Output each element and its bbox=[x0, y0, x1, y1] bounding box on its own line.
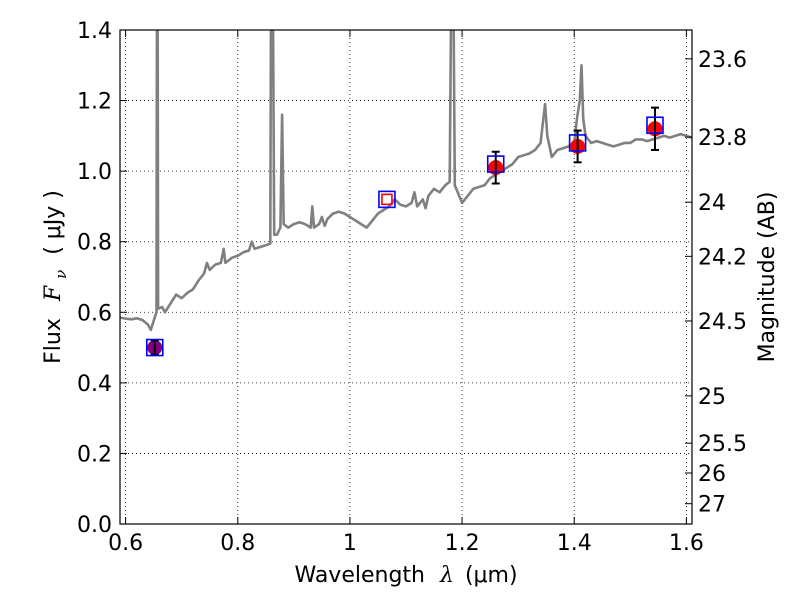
model-square bbox=[145, 338, 164, 357]
x-tick-label: 1.2 bbox=[445, 531, 480, 556]
y-tick-label: 0.4 bbox=[77, 372, 112, 397]
model-square bbox=[568, 134, 587, 152]
y-tick-label: 0.0 bbox=[77, 513, 112, 538]
y-tick-label: 0.8 bbox=[77, 231, 112, 256]
mag-tick-label: 26 bbox=[698, 462, 726, 487]
mag-tick-label: 25 bbox=[698, 385, 726, 410]
mag-tick-label: 23.6 bbox=[698, 48, 747, 73]
model-square bbox=[378, 190, 396, 209]
x-axis-label-prefix: Wavelength bbox=[294, 563, 425, 588]
y-axis-label-symbol: F bbox=[41, 285, 66, 302]
x-tick-label: 1.6 bbox=[669, 531, 704, 556]
y-tick-label: 0.2 bbox=[77, 442, 112, 467]
x-axis-label: Wavelength λ (μm) bbox=[294, 563, 517, 588]
y-tick-label: 1.4 bbox=[77, 19, 112, 44]
y-axis-label-subscript: ν bbox=[52, 270, 70, 279]
y-axis-label-prefix: Flux bbox=[41, 318, 66, 364]
x-axis-label-symbol: λ bbox=[439, 563, 454, 588]
spectrum-line bbox=[120, 30, 692, 332]
spectrum-layer bbox=[120, 30, 692, 332]
y-tick-label: 1.0 bbox=[77, 160, 112, 185]
x-tick-label: 0.6 bbox=[108, 531, 143, 556]
mag-tick-label: 24.2 bbox=[698, 245, 747, 270]
x-tick-label: 1 bbox=[343, 531, 357, 556]
model-square bbox=[486, 155, 505, 173]
y-tick-label: 0.6 bbox=[77, 301, 112, 326]
ticks-layer: 0.6 0.8 1 1.2 1.4 1.6 0.0 0.2 0.4 0.6 0.8 1.0 1.2 1.4… bbox=[77, 19, 747, 556]
model-square bbox=[646, 116, 664, 135]
inner-square bbox=[381, 193, 393, 206]
plot-frame bbox=[119, 29, 693, 525]
secondary-y-axis-label: Magnitude (AB) bbox=[755, 192, 780, 363]
mag-tick-label: 23.8 bbox=[698, 126, 747, 151]
mag-tick-label: 24 bbox=[698, 191, 726, 216]
y-axis-label: Flux F ν ( μJy ) bbox=[41, 190, 72, 364]
x-tick-label: 0.8 bbox=[220, 531, 255, 556]
points-layer bbox=[145, 106, 664, 357]
x-axis-label-unit: (μm) bbox=[465, 563, 518, 588]
y-axis-label-unit: ( μJy ) bbox=[41, 190, 66, 255]
y-tick-label: 1.2 bbox=[77, 90, 112, 115]
mag-tick-label: 27 bbox=[698, 493, 726, 518]
x-tick-label: 1.4 bbox=[557, 531, 592, 556]
mag-tick-label: 25.5 bbox=[698, 432, 747, 457]
mag-tick-label: 24.5 bbox=[698, 310, 747, 335]
